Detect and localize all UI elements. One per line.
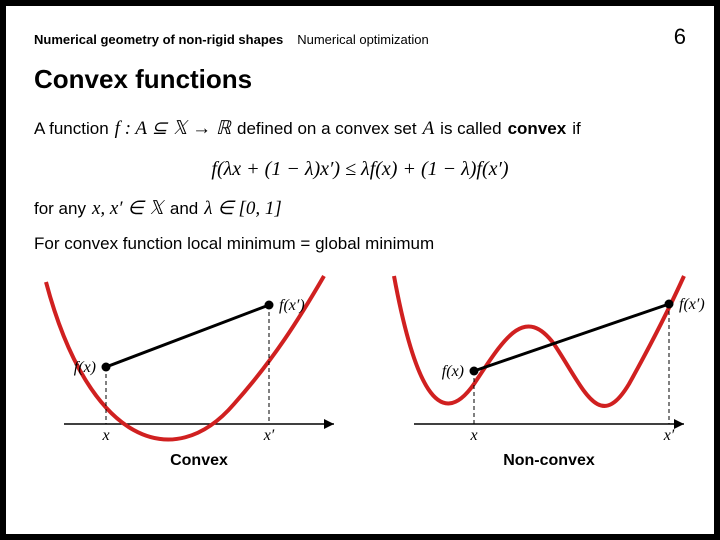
topic-name: Numerical optimization: [297, 32, 429, 47]
fx-label-right: f(x): [442, 363, 464, 380]
x-label-left: x: [101, 427, 109, 444]
figures-row: f(x) f(x′) x x′ Convex f(x) f(x′) x x′: [34, 264, 686, 464]
slide-title: Convex functions: [34, 64, 686, 95]
forany-pre: for any: [34, 199, 86, 219]
convex-caption: Convex: [34, 452, 364, 470]
slide: Numerical geometry of non-rigid shapes N…: [6, 6, 714, 534]
point1-right: [470, 367, 479, 376]
xp-label-left: x′: [263, 427, 275, 444]
xp-label-right: x′: [663, 427, 675, 444]
forany-and: and: [170, 199, 198, 219]
definition-line: A function f : A ⊆ 𝕏 → ℝ defined on a co…: [34, 117, 686, 140]
x-label-right: x: [469, 427, 477, 444]
def-pre: A function: [34, 119, 109, 139]
def-set: A: [423, 118, 435, 140]
nonconvex-figure: f(x) f(x′) x x′ Non-convex: [384, 264, 714, 464]
axis-arrow-left: [324, 419, 334, 429]
slide-header: Numerical geometry of non-rigid shapes N…: [34, 24, 686, 50]
def-post2: if: [572, 119, 581, 139]
point2-right: [665, 300, 674, 309]
forany-vars: x, x′ ∈ 𝕏: [92, 197, 164, 220]
nonconvex-curve: [394, 276, 684, 406]
statement: For convex function local minimum = glob…: [34, 234, 686, 254]
forany-line: for any x, x′ ∈ 𝕏 and λ ∈ [0, 1]: [34, 197, 686, 220]
nonconvex-svg: f(x) f(x′) x x′: [384, 264, 714, 444]
def-mid: defined on a convex set: [237, 119, 417, 139]
page-number: 6: [674, 24, 686, 50]
def-bold: convex: [508, 119, 567, 139]
forany-lam: λ ∈ [0, 1]: [204, 197, 282, 220]
header-left: Numerical geometry of non-rigid shapes N…: [34, 32, 429, 47]
course-name: Numerical geometry of non-rigid shapes: [34, 32, 283, 47]
fx-label-left: f(x): [74, 359, 96, 376]
point1-left: [102, 363, 111, 372]
axis-arrow-right: [674, 419, 684, 429]
inequality: f(λx + (1 − λ)x′) ≤ λf(x) + (1 − λ)f(x′): [34, 158, 686, 181]
fxp-label-left: f(x′): [279, 297, 305, 314]
chord-left: [106, 305, 269, 367]
fxp-label-right: f(x′): [679, 296, 705, 313]
def-fn: f : A ⊆ 𝕏 → ℝ: [115, 117, 231, 140]
nonconvex-caption: Non-convex: [384, 452, 714, 470]
convex-figure: f(x) f(x′) x x′ Convex: [34, 264, 364, 464]
def-post: is called: [440, 119, 501, 139]
convex-svg: f(x) f(x′) x x′: [34, 264, 364, 444]
point2-left: [265, 301, 274, 310]
